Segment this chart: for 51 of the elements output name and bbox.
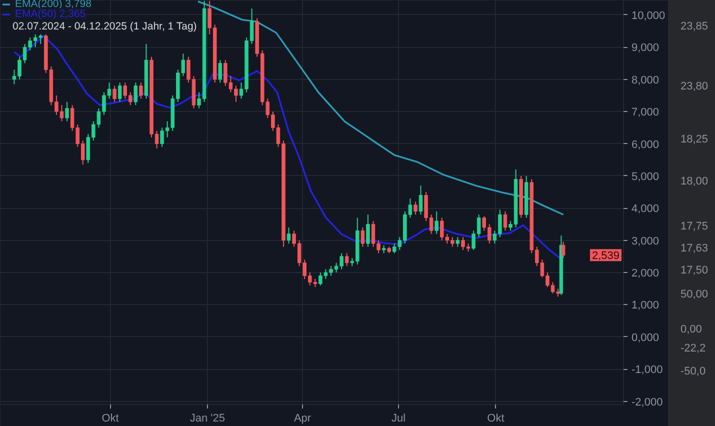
text: 23,80 <box>680 80 708 92</box>
text: 0,00 <box>680 324 702 336</box>
candlestick <box>456 236 460 248</box>
candlestick <box>434 210 438 234</box>
y-tick-label: 0,000 <box>632 332 660 344</box>
candlestick <box>340 252 344 270</box>
y-tick-label: 8,000 <box>632 74 660 86</box>
x-tick-label: Jan '25 <box>190 412 226 424</box>
text: -22,2 <box>680 342 706 354</box>
candlestick <box>418 185 423 216</box>
candlestick <box>112 85 116 102</box>
x-tick-label: Apr <box>294 412 312 424</box>
y-tick-label: 3,000 <box>632 235 660 248</box>
annotation: 2,539 <box>592 250 620 262</box>
text: 50,00 <box>680 288 708 300</box>
text: 17,63 <box>680 242 708 254</box>
candlestick <box>65 101 69 122</box>
candlestick <box>118 82 122 102</box>
y-tick-label: -2,000 <box>632 396 663 408</box>
y-tick-label: -1,000 <box>632 364 663 376</box>
y-tick-label: 6,000 <box>632 138 660 151</box>
y-tick-label: 5,000 <box>632 170 660 183</box>
y-tick-label: 10,000 <box>632 10 666 22</box>
candlestick <box>561 241 566 259</box>
x-tick-label: Okt <box>487 412 504 424</box>
line-series <box>197 0 564 216</box>
candlestick <box>366 214 370 248</box>
text: -50,0 <box>680 366 706 378</box>
x-tick-label: Okt <box>102 412 119 424</box>
candlestick <box>344 252 349 267</box>
text: 17,50 <box>680 264 708 276</box>
candlestick <box>218 60 222 84</box>
candlestick <box>360 226 365 248</box>
text: 17,75 <box>680 220 708 232</box>
x-tick-label: Jul <box>392 412 406 424</box>
legend-label: EMA(50) 2,365 <box>15 8 86 20</box>
text: 18,00 <box>680 176 708 188</box>
candlestick <box>503 210 508 232</box>
candlestick <box>414 201 418 216</box>
y-tick-label: 4,000 <box>632 203 660 216</box>
annotation: 02.07.2024 - 04.12.2025 (1 Jahr, 1 Tag) <box>12 20 197 32</box>
y-tick-label: 9,000 <box>632 42 660 54</box>
y-tick-label: 7,000 <box>632 106 660 119</box>
candlestick <box>139 82 143 100</box>
y-tick-label: 1,000 <box>632 300 660 312</box>
candlestick <box>286 226 291 244</box>
y-tick-label: 2,000 <box>632 268 660 280</box>
text: 23,85 <box>680 20 708 32</box>
text: 18,25 <box>680 134 708 146</box>
line-series <box>13 35 564 262</box>
candlestick <box>134 82 138 106</box>
